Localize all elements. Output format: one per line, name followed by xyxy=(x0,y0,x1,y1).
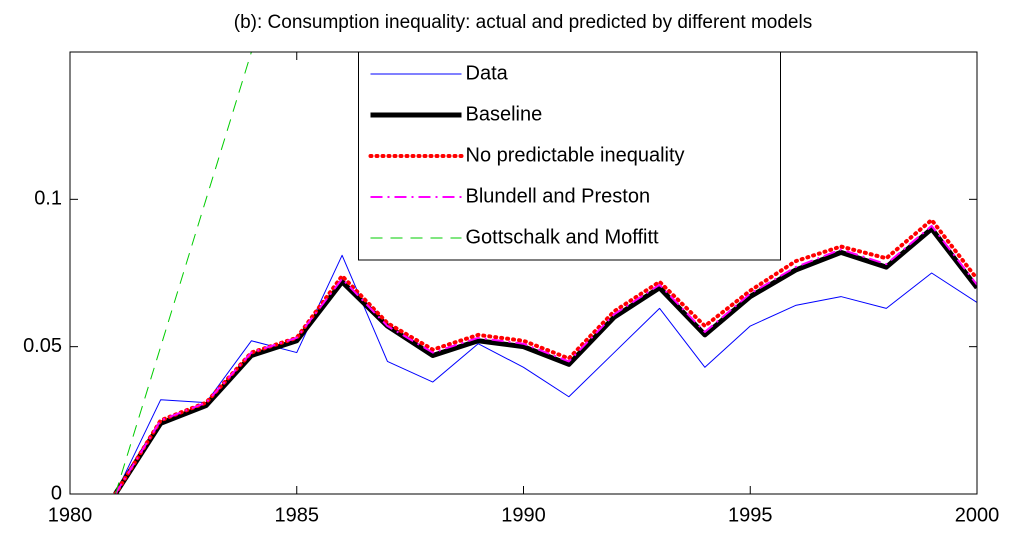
y-tick-label: 0.05 xyxy=(23,335,62,357)
legend-label: Baseline xyxy=(466,103,543,125)
x-tick-label: 1990 xyxy=(501,504,546,526)
x-tick-label: 2000 xyxy=(955,504,1000,526)
legend-label: Data xyxy=(466,62,509,84)
x-tick-label: 1995 xyxy=(728,504,773,526)
legend-label: Blundell and Preston xyxy=(466,185,651,207)
series-line xyxy=(113,226,977,494)
x-tick-label: 1985 xyxy=(275,504,320,526)
series-line xyxy=(114,52,252,494)
chart-title: (b): Consumption inequality: actual and … xyxy=(234,12,812,33)
series-line xyxy=(114,224,977,494)
series-line xyxy=(114,254,977,494)
plot-area xyxy=(113,52,977,494)
y-tick-label: 0.1 xyxy=(34,188,62,210)
legend-label: Gottschalk and Moffitt xyxy=(466,226,660,248)
legend-label: No predictable inequality xyxy=(466,144,685,166)
x-tick-label: 1980 xyxy=(48,504,93,526)
y-tick-label: 0 xyxy=(51,482,62,504)
